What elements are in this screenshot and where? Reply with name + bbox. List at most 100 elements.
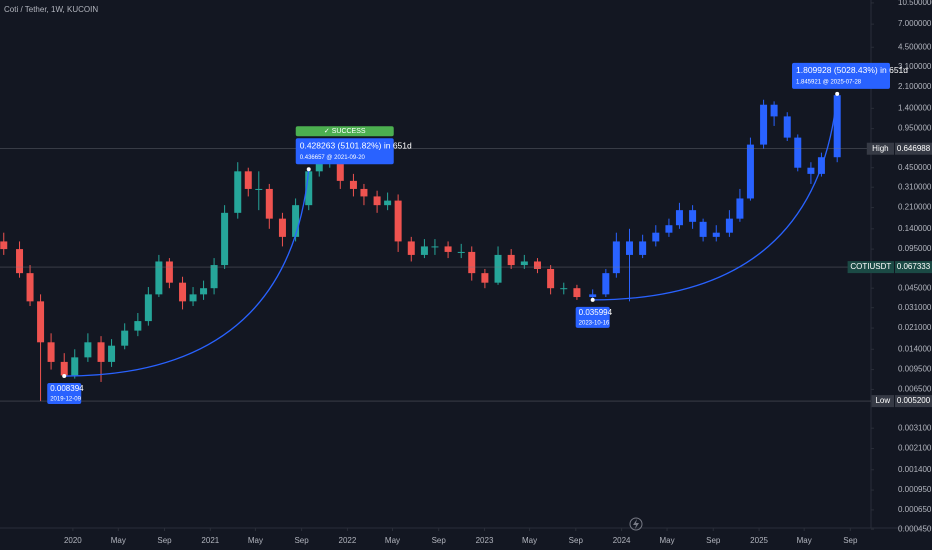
- candle-body: [221, 212, 229, 266]
- price-line-name: High: [872, 144, 888, 153]
- candle-body: [675, 210, 683, 226]
- candle-body: [16, 249, 24, 274]
- x-tick-label: 2020: [64, 536, 82, 545]
- low-price: 0.035994: [579, 308, 613, 317]
- y-tick-label: 7.000000: [898, 19, 932, 28]
- target-point: [835, 91, 840, 96]
- x-tick-label: May: [522, 536, 537, 545]
- price-line-value-box: [895, 395, 932, 408]
- x-tick-label: 2023: [476, 536, 494, 545]
- target-box: [792, 62, 890, 89]
- candle-body: [234, 171, 242, 213]
- y-tick-label: 3.100000: [898, 62, 932, 71]
- price-line-value: 0.067333: [897, 262, 931, 271]
- x-tick-label: Sep: [432, 536, 447, 545]
- candle-body: [602, 273, 610, 295]
- candle-body: [444, 246, 452, 252]
- x-tick-label: 2022: [339, 536, 357, 545]
- y-tick-label: 0.210000: [898, 203, 932, 212]
- y-tick-label: 2.100000: [898, 82, 932, 91]
- candle-body: [407, 241, 415, 255]
- y-tick-label: 0.021000: [898, 323, 932, 332]
- candle-body: [336, 160, 344, 181]
- price-line-name: COTIUSDT: [850, 262, 891, 271]
- candle-body: [689, 210, 697, 222]
- status-text: ✓ SUCCESS: [324, 128, 366, 135]
- candle-body: [315, 162, 323, 172]
- candle-body: [84, 342, 92, 358]
- status-box: [295, 126, 394, 137]
- candle-body: [121, 330, 129, 346]
- candle-body: [807, 167, 815, 174]
- candle-body: [783, 116, 791, 138]
- target-text: 0.428263 (5101.82%) in 651d: [300, 141, 412, 151]
- y-tick-label: 0.000450: [898, 524, 932, 533]
- x-tick-label: May: [248, 536, 263, 545]
- candle-body: [37, 301, 45, 343]
- candle-body: [420, 246, 428, 255]
- x-tick-label: 2024: [613, 536, 631, 545]
- candle-body: [244, 171, 252, 189]
- candle-body: [384, 200, 392, 206]
- candle-body: [0, 241, 8, 250]
- target-box: [295, 138, 394, 165]
- candle-body: [394, 200, 402, 242]
- candle-body: [265, 188, 273, 219]
- low-point: [590, 297, 595, 302]
- low-box: [575, 306, 610, 328]
- candle-body: [60, 361, 68, 376]
- x-tick-label: Sep: [157, 536, 172, 545]
- price-line-name-box: [871, 395, 894, 408]
- low-box: [47, 383, 82, 405]
- candle-body: [699, 221, 707, 237]
- candle-body: [210, 265, 218, 289]
- candle-body: [573, 288, 581, 298]
- x-tick-label: 2021: [201, 536, 219, 545]
- candle-body: [155, 261, 163, 295]
- low-date: 2023-10-16: [579, 320, 610, 326]
- y-tick-label: 0.095000: [898, 244, 932, 253]
- candle-body: [71, 357, 79, 376]
- candle-body: [468, 251, 476, 274]
- low-point: [62, 374, 67, 379]
- candle-body: [547, 268, 555, 289]
- x-tick-label: Sep: [569, 536, 584, 545]
- candle-body: [47, 342, 55, 362]
- y-tick-label: 4.500000: [898, 42, 932, 51]
- candle-body: [736, 198, 744, 219]
- y-tick-label: 0.014000: [898, 344, 932, 353]
- x-tick-label: May: [111, 536, 126, 545]
- x-tick-label: 2025: [750, 536, 768, 545]
- candle-body: [520, 261, 528, 266]
- candle-body: [639, 241, 647, 255]
- projection-arc: [64, 169, 310, 377]
- candle-body: [108, 345, 116, 362]
- candle-body: [278, 218, 286, 237]
- y-tick-label: 0.002100: [898, 444, 932, 453]
- y-tick-label: 0.006500: [898, 385, 932, 394]
- candle-body: [533, 261, 541, 269]
- candle-body: [144, 294, 152, 322]
- target-detail: 1.845921 @ 2025-07-28: [796, 79, 862, 85]
- candle-body: [292, 205, 300, 237]
- y-tick-label: 10.500000: [898, 0, 932, 7]
- replay-icon[interactable]: [629, 517, 643, 531]
- candle-body: [560, 288, 568, 290]
- candle-body: [770, 104, 778, 117]
- candle-body: [349, 180, 357, 189]
- target-text: 1.809928 (5028.43%) in 651d: [796, 65, 908, 75]
- candle-body: [255, 188, 263, 190]
- x-tick-label: Sep: [294, 536, 309, 545]
- price-line-value: 0.646988: [897, 144, 931, 153]
- target-point: [306, 167, 311, 172]
- candle-body: [360, 188, 368, 197]
- candle-body: [507, 254, 515, 266]
- x-tick-label: Sep: [706, 536, 721, 545]
- x-tick-label: May: [797, 536, 812, 545]
- candle-body: [431, 246, 439, 248]
- candle-body: [200, 288, 208, 295]
- y-tick-label: 0.031000: [898, 303, 932, 312]
- candle-body: [760, 104, 768, 145]
